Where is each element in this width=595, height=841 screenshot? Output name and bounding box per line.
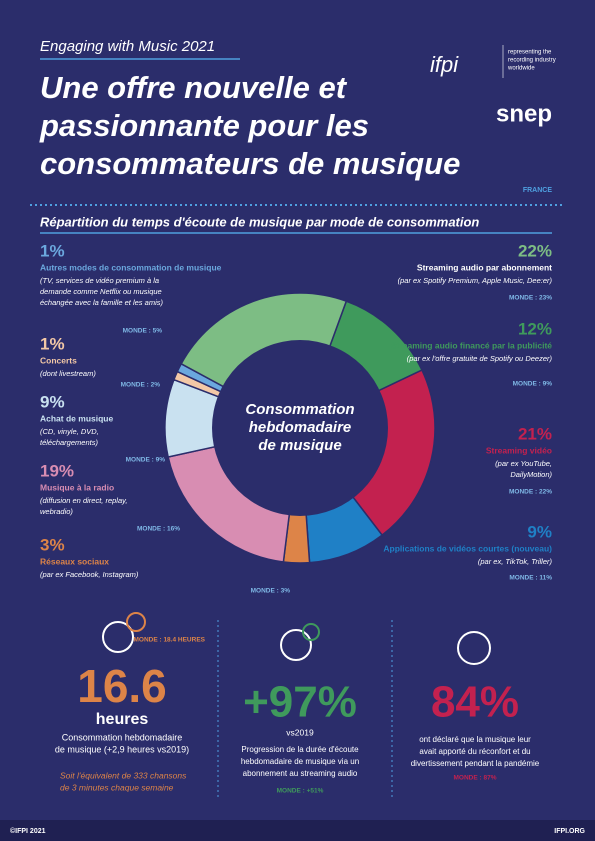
- stat-big: +97%: [243, 678, 357, 727]
- ifpi-logo: ifpi: [430, 52, 459, 77]
- world-value: MONDE : 3%: [251, 588, 291, 595]
- footer-bar: [0, 820, 595, 841]
- world-value: MONDE : 2%: [121, 382, 161, 389]
- stat-world: MONDE : +51%: [277, 788, 324, 795]
- value-label: 1%: [40, 241, 65, 260]
- world-value: MONDE : 22%: [509, 489, 552, 496]
- donut-hole: [212, 340, 388, 516]
- center-label: hebdomadaire: [249, 419, 352, 436]
- stat-text: abonnement au streaming audio: [243, 769, 358, 778]
- segment-description: DailyMotion): [510, 470, 552, 479]
- plus-icon: [302, 623, 320, 641]
- labels: 12% Streaming audio financé par la public…: [40, 241, 553, 594]
- segment-name: Réseaux sociaux: [40, 556, 109, 566]
- segment-description: webradio): [40, 507, 73, 516]
- value-label: 22%: [518, 241, 552, 260]
- center-label: de musique: [258, 437, 341, 454]
- stat-text: Progression de la durée d'écoute: [241, 745, 359, 754]
- segment-name: Applications de vidéos courtes (nouveau): [383, 543, 552, 553]
- stat-world: MONDE : 18.4 HEURES: [133, 637, 205, 644]
- center-label: Consommation: [245, 401, 354, 418]
- stat-text: avait apporté du réconfort et du: [419, 747, 530, 756]
- stat-text: ont déclaré que la musique leur: [419, 735, 531, 744]
- footer-right: IFPI.ORG: [554, 828, 585, 835]
- chart-title: Répartition du temps d'écoute de musique…: [40, 214, 479, 229]
- world-value: MONDE : 9%: [126, 457, 166, 464]
- world-value: MONDE : 11%: [509, 575, 552, 582]
- segment-name: Concerts: [40, 355, 77, 365]
- clock-icon: [102, 621, 134, 653]
- kicker: Engaging with Music 2021: [40, 38, 215, 55]
- segment-name: Streaming vidéo: [486, 445, 552, 455]
- segment-description: téléchargements): [40, 438, 98, 447]
- ifpi-tagline: recording industry: [508, 58, 556, 64]
- segment-description: (par ex YouTube,: [495, 459, 552, 468]
- note-icon: [126, 612, 146, 632]
- segment-description: (CD, vinyle, DVD,: [40, 427, 99, 436]
- stat-big: 16.6: [77, 660, 167, 712]
- stat-unit: heures: [96, 711, 149, 728]
- world-value: MONDE : 5%: [123, 328, 163, 335]
- segment-name: Streaming audio par abonnement: [417, 262, 552, 272]
- title: Une offre nouvelle et: [40, 70, 348, 105]
- world-value: MONDE : 16%: [137, 526, 180, 533]
- segment-description: (par ex Facebook, Instagram): [40, 570, 139, 579]
- world-value: MONDE : 23%: [509, 295, 552, 302]
- ifpi-tagline: representing the: [508, 50, 552, 56]
- stat-note: de 3 minutes chaque semaine: [60, 782, 174, 792]
- segment-description: (par ex, TikTok, Triller): [478, 557, 553, 566]
- head-icon: [457, 631, 491, 665]
- ifpi-tagline: worldwide: [507, 66, 535, 72]
- segment-description: (par ex l'offre gratuite de Spotify ou D…: [407, 354, 553, 363]
- world-value: MONDE : 9%: [513, 381, 553, 388]
- snep-logo: snep: [496, 100, 552, 127]
- stat-text: de musique (+2,9 heures vs2019): [55, 744, 189, 754]
- segment-description: (par ex Spotify Premium, Apple Music, De…: [398, 276, 553, 285]
- value-label: 3%: [40, 535, 65, 554]
- segment-description: (dont livestream): [40, 369, 96, 378]
- value-label: 1%: [40, 334, 65, 353]
- segment-name: Autres modes de consommation de musique: [40, 262, 222, 272]
- stat-text: Consommation hebdomadaire: [62, 732, 183, 742]
- stat-note: Soit l'équivalent de 333 chansons: [60, 770, 187, 780]
- segment-description: (TV, services de vidéo premium à la: [40, 276, 159, 285]
- segment-description: demande comme Netflix ou musique: [40, 287, 162, 296]
- value-label: 9%: [527, 522, 552, 541]
- stat-world: MONDE : 87%: [454, 775, 497, 782]
- title: passionnante pour les: [39, 108, 369, 143]
- segment-description: échangée avec la famille et les amis): [40, 298, 163, 307]
- value-label: 9%: [40, 392, 65, 411]
- value-label: 19%: [40, 461, 74, 480]
- stat-unit: vs2019: [286, 727, 314, 737]
- segment-name: Achat de musique: [40, 413, 113, 423]
- segment-name: Musique à la radio: [40, 482, 114, 492]
- title: consommateurs de musique: [40, 146, 460, 181]
- stat-big: 84%: [431, 678, 519, 727]
- clock-icon: [280, 629, 312, 661]
- footer-left: ©IFPI 2021: [10, 827, 46, 835]
- value-label: 21%: [518, 424, 552, 443]
- value-label: 12%: [518, 319, 552, 338]
- stat-text: divertissement pendant la pandémie: [411, 759, 540, 768]
- stat-text: hebdomadaire de musique via un: [241, 757, 359, 766]
- segment-name: Streaming audio financé par la publicité: [391, 340, 552, 350]
- country: FRANCE: [523, 187, 552, 194]
- segment-description: (diffusion en direct, replay,: [40, 496, 127, 505]
